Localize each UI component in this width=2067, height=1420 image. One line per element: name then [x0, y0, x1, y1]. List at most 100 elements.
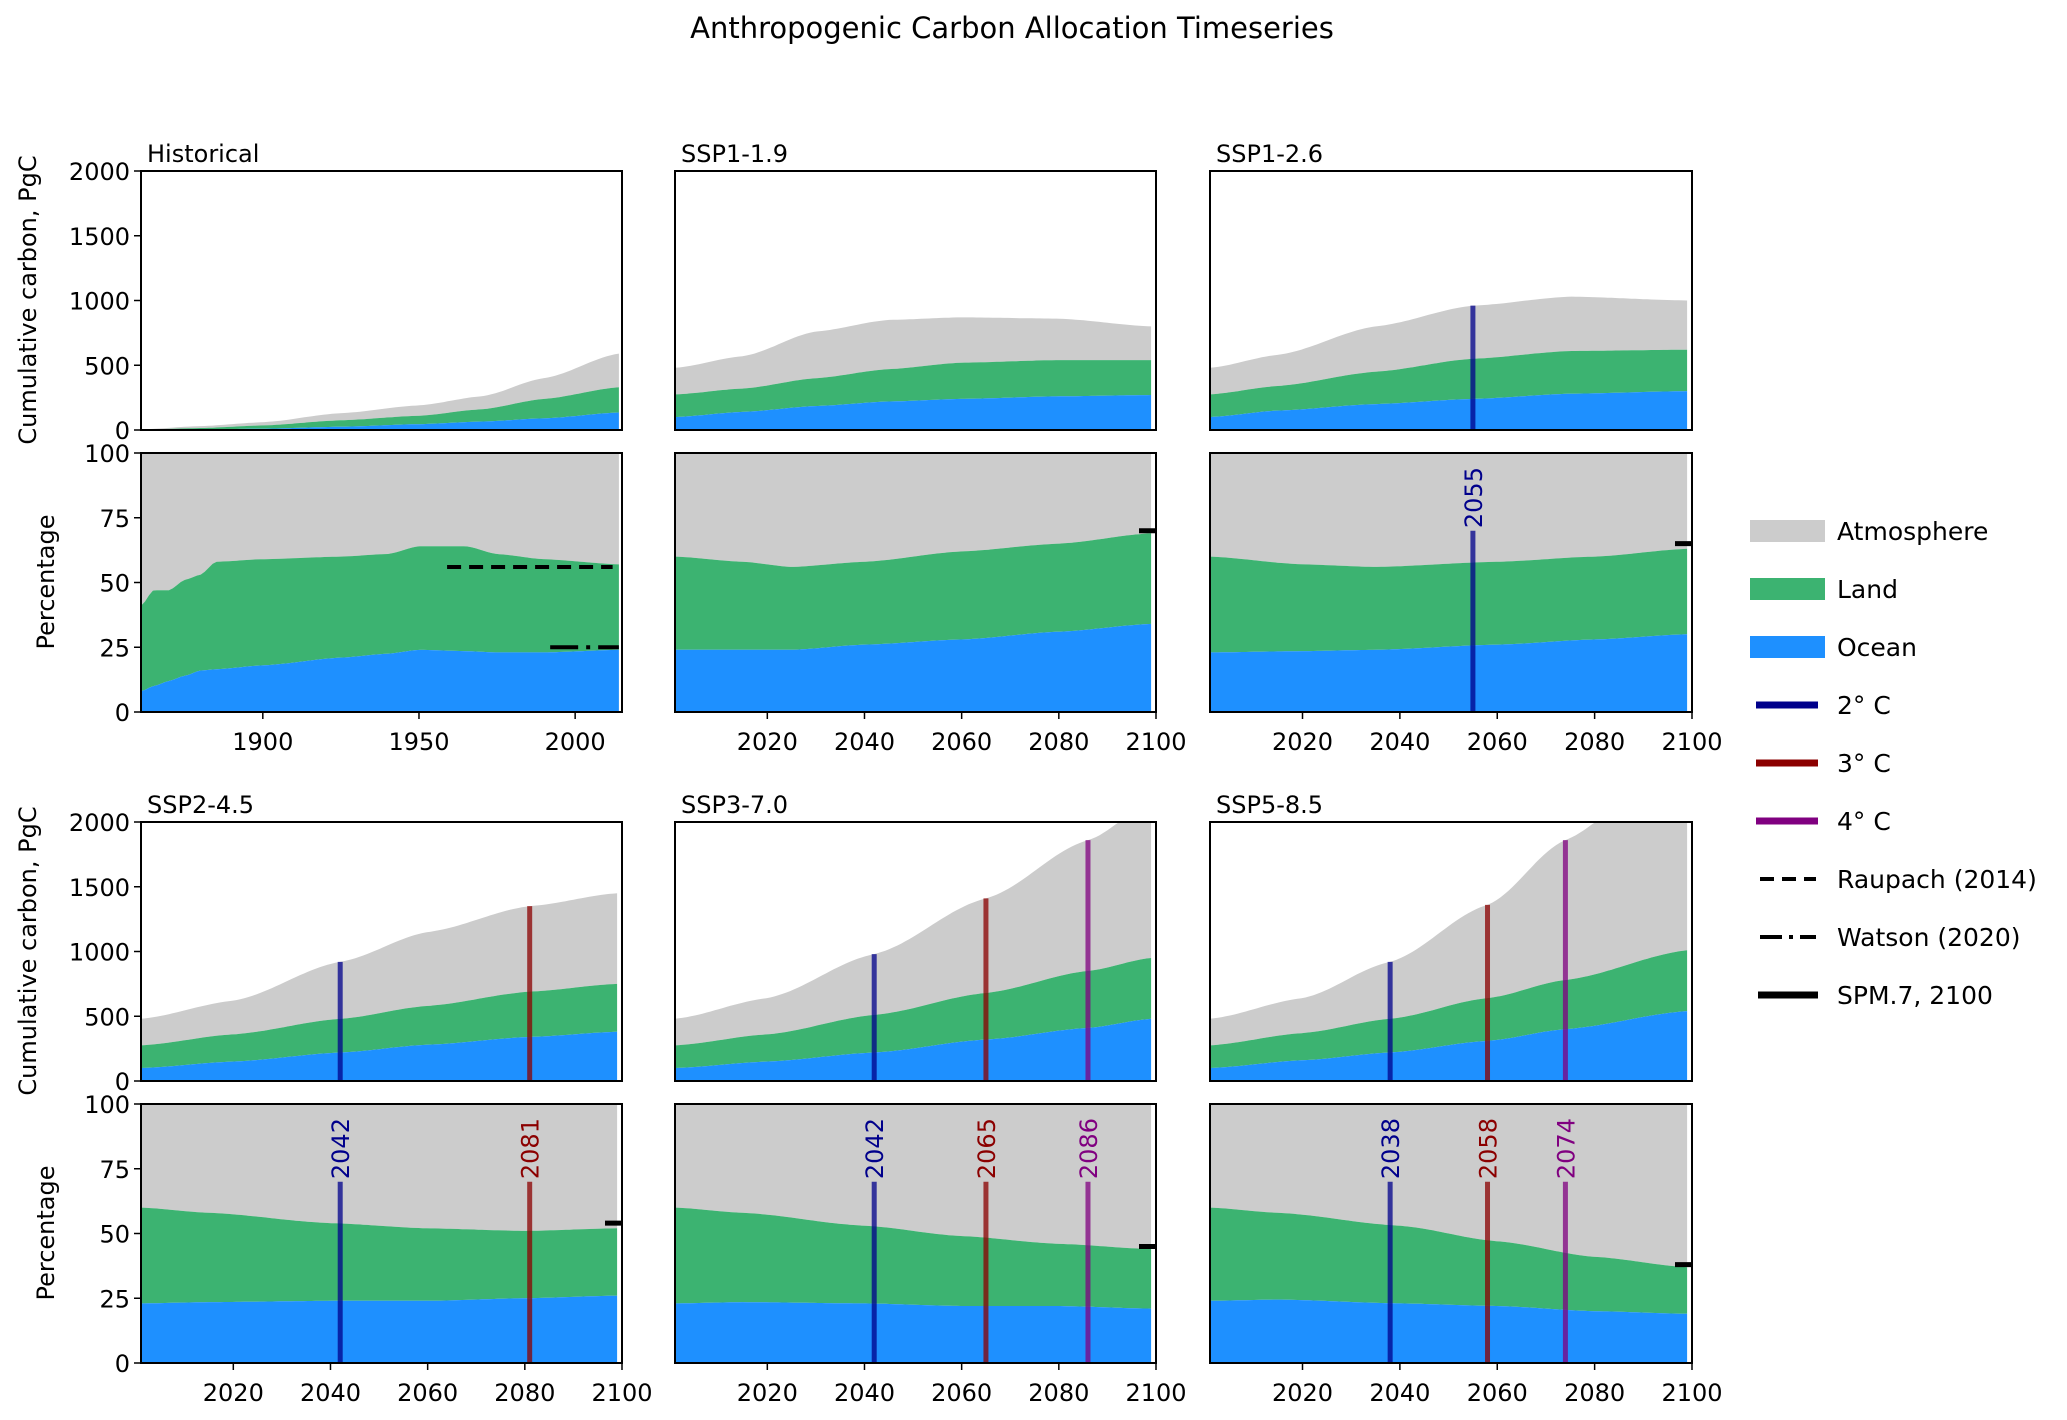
panel-historical: Historical 0 500 1000 1500 2000 0 25 50 75 100 1900…	[69, 140, 623, 756]
cumulative-axes-frame	[1209, 821, 1693, 1082]
percentage-areas	[1210, 453, 1688, 712]
x-tick-label: 2060	[397, 1379, 458, 1407]
panel-title: SSP1-2.6	[1216, 140, 1323, 168]
y-tick-label: 0	[115, 1068, 130, 1096]
y-tick-label: 0	[115, 417, 130, 445]
x-tick-label: 2020	[1272, 1379, 1333, 1407]
x-tick-label: 2080	[1564, 1379, 1625, 1407]
legend-swatch-atmosphere	[1750, 520, 1825, 542]
ocean-area	[1210, 634, 1688, 712]
panel-ssp5-8-5: SSP5-8.5 2038 2058 2074 2020 2040 2060 2080 2100	[1209, 791, 1723, 1407]
x-tick-label: 2100	[1125, 1379, 1186, 1407]
ocean-area	[675, 395, 1152, 430]
x-tick-label: 2060	[1467, 728, 1528, 756]
legend-label: 3° C	[1837, 749, 1891, 778]
ocean-area	[675, 623, 1152, 712]
ocean-area	[141, 1295, 618, 1363]
y-tick-label: 1000	[69, 939, 130, 967]
ocean-area	[141, 649, 619, 712]
legend-label: Atmosphere	[1837, 517, 1988, 546]
cumulative-areas	[675, 317, 1152, 430]
x-tick-label: 2040	[834, 1379, 895, 1407]
atmosphere-area	[675, 822, 1152, 1046]
x-tick-label: 1900	[232, 728, 293, 756]
atmosphere-area	[141, 453, 619, 606]
warming-year-label: 2042	[327, 1118, 355, 1179]
warming-year-label: 2081	[517, 1118, 545, 1179]
legend-item: 4° C	[1756, 807, 1891, 836]
x-tick-label: 2080	[1564, 728, 1625, 756]
percentage-areas	[141, 1104, 618, 1363]
warming-year-label: 2074	[1552, 1118, 1580, 1179]
x-tick-label: 2040	[300, 1379, 361, 1407]
y-tick-label: 1500	[69, 874, 130, 902]
panel-title: Historical	[147, 140, 259, 168]
legend-item: 3° C	[1756, 749, 1891, 778]
legend-label: 2° C	[1837, 691, 1891, 720]
panel-ssp1-2-6: SSP1-2.6 2055 2020 2040 2060 2080 2100	[1209, 140, 1723, 756]
x-tick-label: 2020	[737, 728, 798, 756]
panel-title: SSP2-4.5	[147, 791, 254, 819]
y-label-bottom-row1: Percentage	[32, 514, 60, 649]
panel-title: SSP3-7.0	[681, 791, 788, 819]
x-tick-label: 2040	[1369, 1379, 1430, 1407]
percentage-axes-frame	[1209, 1103, 1693, 1364]
y-tick-label: 75	[99, 505, 130, 533]
legend-label: Ocean	[1837, 633, 1917, 662]
atmosphere-area	[141, 893, 618, 1046]
legend-item: 2° C	[1756, 691, 1891, 720]
x-tick-label: 2100	[1661, 728, 1722, 756]
panel-title: SSP1-1.9	[681, 140, 788, 168]
land-area	[141, 1207, 618, 1304]
warming-year-label: 2058	[1475, 1118, 1503, 1179]
x-tick-label: 1950	[388, 728, 449, 756]
land-area	[675, 360, 1152, 418]
land-area	[1210, 548, 1688, 653]
percentage-axes-frame	[674, 1103, 1157, 1364]
panels: Historical050010001500200002550751001900…	[69, 140, 1723, 1407]
ocean-area	[141, 1031, 618, 1081]
legend-label: Raupach (2014)	[1837, 865, 2037, 894]
land-area	[1210, 349, 1688, 418]
atmosphere-area	[141, 1104, 618, 1231]
land-area	[141, 387, 619, 430]
ocean-area	[675, 1302, 1152, 1363]
cumulative-axes-frame	[674, 821, 1157, 1082]
legend-swatch-land	[1750, 578, 1825, 600]
legend-item: Ocean	[1750, 633, 1917, 662]
percentage-areas	[675, 453, 1152, 712]
y-label-top-row2: Cumulative carbon, PgC	[14, 806, 42, 1095]
legend-label: Watson (2020)	[1837, 923, 2020, 952]
y-label-bottom-row2: Percentage	[32, 1165, 60, 1300]
land-area	[675, 1207, 1152, 1309]
cumulative-areas	[1210, 822, 1688, 1081]
warming-year-label: 2086	[1075, 1118, 1103, 1179]
warming-year-label: 2038	[1377, 1118, 1405, 1179]
y-tick-label: 75	[99, 1156, 130, 1184]
legend-label: 4° C	[1837, 807, 1891, 836]
y-tick-label: 0	[115, 699, 130, 727]
y-tick-label: 50	[99, 570, 130, 598]
y-label-top-row1: Cumulative carbon, PgC	[14, 155, 42, 444]
panel-title: SSP5-8.5	[1216, 791, 1323, 819]
y-axis-labels: Cumulative carbon, PgC Percentage Cumula…	[14, 155, 60, 1300]
percentage-areas	[1210, 1104, 1688, 1363]
warming-year-label: 2042	[861, 1118, 889, 1179]
cumulative-areas	[1210, 296, 1688, 430]
legend-item: Atmosphere	[1750, 517, 1988, 546]
warming-year-label: 2055	[1460, 467, 1488, 528]
atmosphere-area	[1210, 453, 1688, 567]
land-area	[1210, 950, 1688, 1068]
percentage-axes-frame	[674, 452, 1157, 713]
legend-label: SPM.7, 2100	[1837, 981, 1993, 1010]
cumulative-areas	[141, 353, 619, 430]
y-tick-label: 1000	[69, 288, 130, 316]
land-area	[141, 983, 618, 1068]
land-area	[675, 958, 1152, 1068]
x-tick-label: 2100	[1125, 728, 1186, 756]
warming-year-label: 2065	[973, 1118, 1001, 1179]
x-tick-label: 2100	[1661, 1379, 1722, 1407]
cumulative-axes-frame	[674, 170, 1157, 431]
x-tick-label: 2040	[1369, 728, 1430, 756]
